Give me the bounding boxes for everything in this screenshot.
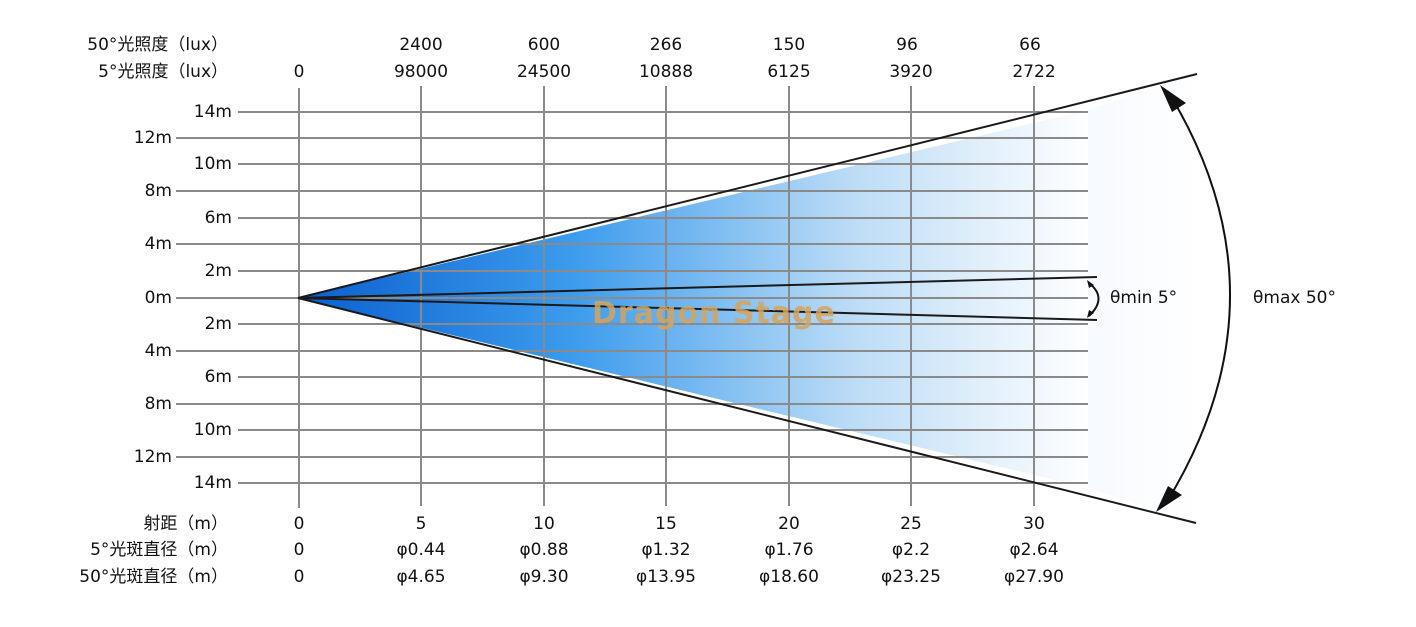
spot-50-value: φ4.65: [396, 567, 446, 587]
spot-5-value: φ1.76: [764, 540, 814, 560]
y-tick-label: 12m: [133, 447, 172, 467]
distance-value: 0: [293, 514, 305, 534]
theta-max-label: θmax 50°: [1253, 288, 1336, 308]
spot-50-value: 0: [293, 567, 305, 587]
lux-50-value: 600: [527, 35, 561, 55]
y-tick-label: 2m: [204, 314, 232, 334]
spot-5-value: φ1.32: [641, 540, 691, 560]
spot-50-value: φ9.30: [519, 567, 569, 587]
lux-50-value: 66: [1019, 35, 1041, 55]
y-tick-label: 8m: [144, 181, 172, 201]
distance-value: 5: [415, 514, 427, 534]
lux-5-value: 24500: [516, 62, 572, 82]
lux-5-value: 10888: [638, 62, 694, 82]
y-tick-label: 14m: [193, 102, 232, 122]
theta-min-arrowhead-bottom: [1087, 310, 1094, 318]
beam-50-lower-edge: [297, 297, 1197, 524]
watermark: Dragon Stage: [592, 296, 836, 331]
distance-value: 15: [655, 514, 677, 534]
spot-5-value: φ0.88: [519, 540, 569, 560]
spot-5-value: 0: [293, 540, 305, 560]
spot-5-value: φ0.44: [396, 540, 446, 560]
spot-50-value: φ18.60: [759, 567, 819, 587]
lux-5-value: 2722: [1012, 62, 1056, 82]
distance-value: 20: [778, 514, 800, 534]
y-tick-label: 2m: [204, 261, 232, 281]
distance-value: 30: [1023, 514, 1045, 534]
y-tick-label: 6m: [204, 367, 232, 387]
distance-value: 10: [533, 514, 555, 534]
lux-5-value: 6125: [767, 62, 811, 82]
lux-50-value: 150: [772, 35, 806, 55]
y-tick-label: 4m: [144, 341, 172, 361]
theta-max-arrowhead-bottom: [1156, 486, 1182, 512]
spot-5-label: 5°光斑直径（m）: [90, 540, 228, 560]
y-tick-label: 8m: [144, 394, 172, 414]
y-tick-label: 10m: [193, 420, 232, 440]
lux-50-value: 2400: [399, 35, 443, 55]
lux-50-value: 96: [896, 35, 918, 55]
spot-50-value: φ27.90: [1004, 567, 1064, 587]
theta-max-arc: [1167, 97, 1231, 501]
spot-5-value: φ2.2: [891, 540, 931, 560]
theta-min-label: θmin 5°: [1110, 288, 1178, 308]
y-tick-label: 6m: [204, 208, 232, 228]
beam-5-upper-edge: [297, 276, 1098, 299]
y-tick-label: 10m: [193, 154, 232, 174]
lux-5-value: 98000: [393, 62, 449, 82]
beam-50-upper-edge: [297, 73, 1198, 299]
beam-outlines: [297, 73, 1198, 524]
beam-50-fade: [1088, 73, 1196, 524]
spot-50-value: φ13.95: [636, 567, 696, 587]
spot-50-label: 50°光斑直径（m）: [79, 567, 228, 587]
lux-5-label: 5°光照度（lux）: [98, 62, 228, 82]
lux-5-value: 3920: [889, 62, 933, 82]
y-tick-label: 0m: [144, 288, 172, 308]
distance-value: 25: [900, 514, 922, 534]
theta-max-arrowhead-top: [1160, 85, 1186, 112]
lux-50-value: 266: [649, 35, 683, 55]
lux-50-label: 50°光照度（lux）: [87, 35, 228, 55]
y-tick-label: 12m: [133, 128, 172, 148]
y-tick-label: 4m: [144, 234, 172, 254]
beam-5-lower-edge: [297, 297, 1098, 321]
spot-5-value: φ2.64: [1009, 540, 1059, 560]
spot-50-value: φ23.25: [881, 567, 941, 587]
y-tick-label: 14m: [193, 473, 232, 493]
distance-label: 射距（m）: [143, 514, 228, 534]
theta-min-arrowhead-top: [1087, 280, 1094, 288]
lux-5-value: 0: [293, 62, 305, 82]
